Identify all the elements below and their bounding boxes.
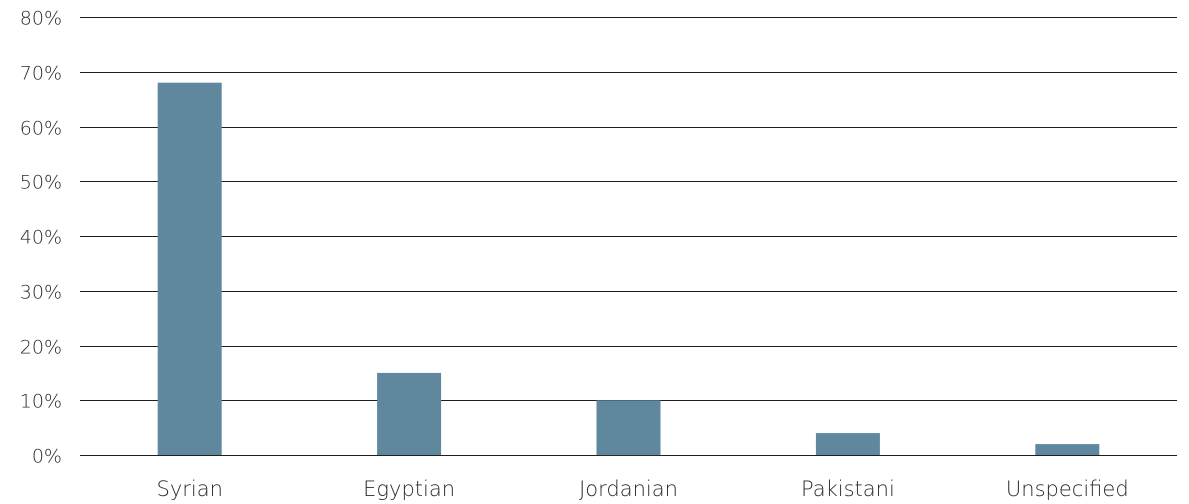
y-tick-label: 40%: [20, 227, 62, 249]
bar-syrian: [157, 82, 222, 455]
x-tick-label: Jordanian: [579, 477, 678, 501]
x-tick-label: Syrian: [156, 477, 222, 501]
y-tick-label: 80%: [20, 8, 62, 30]
y-axis-tick-labels: 0% 10% 20% 30% 40% 50% 60% 70% 80%: [20, 8, 62, 468]
bar-pakistani: [815, 433, 880, 455]
y-tick-label: 50%: [20, 172, 62, 194]
bar-jordanian: [596, 400, 661, 456]
x-tick-label: Egyptian: [363, 477, 455, 501]
y-tick-label: 60%: [20, 118, 62, 140]
x-axis-tick-labels: Syrian Egyptian Jordanian Pakistani Unspecif…: [156, 477, 1128, 501]
y-tick-label: 30%: [20, 282, 62, 304]
bars: [157, 82, 1100, 456]
y-tick-label: 10%: [20, 391, 62, 413]
y-tick-label: 70%: [20, 63, 62, 85]
y-tick-label: 20%: [20, 337, 62, 359]
gridlines: [80, 17, 1177, 456]
x-tick-label: Pakistani: [801, 477, 895, 501]
bar-unspecified: [1035, 444, 1100, 455]
y-tick-label: 0%: [32, 446, 62, 468]
x-tick-label: Unspecified: [1006, 477, 1129, 501]
bar-egyptian: [377, 372, 442, 455]
